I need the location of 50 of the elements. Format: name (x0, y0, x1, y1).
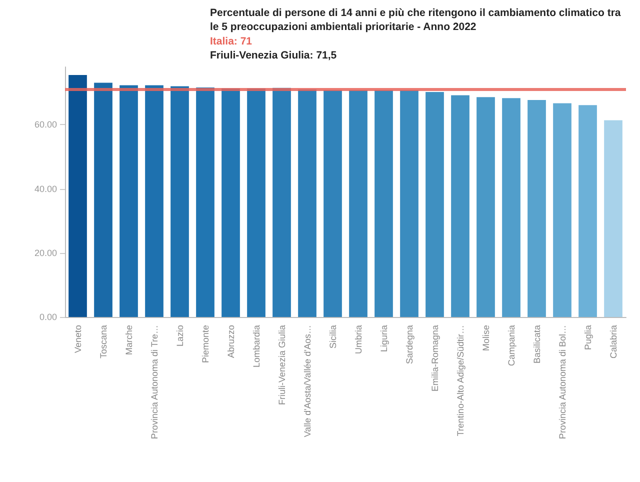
bar (578, 105, 597, 317)
bar (298, 89, 316, 317)
x-tick-label: Valle d'Aosta/Vallée d'Aos… (302, 325, 312, 438)
x-tick-label: Toscana (98, 325, 108, 359)
bar (528, 100, 546, 317)
x-tick-label: Puglia (582, 325, 593, 350)
bar (120, 85, 138, 317)
bar (349, 90, 368, 317)
x-tick-label: Provincia Autonoma di Bol… (557, 325, 568, 440)
bar (222, 88, 240, 317)
x-tick-label: Abruzzo (226, 325, 236, 358)
x-tick-label: Marche (124, 325, 134, 356)
x-tick-label: Calabria (608, 325, 618, 359)
x-tick-label: Sardegna (404, 325, 414, 364)
x-tick-label: Liguria (378, 325, 389, 352)
x-tick-label: Basilicata (532, 325, 542, 364)
x-tick-label: Sicilia (328, 325, 338, 349)
bar (426, 92, 444, 317)
x-tick-label: Campania (506, 325, 516, 366)
x-tick-label: Emilia-Romagna (430, 325, 440, 392)
bar (170, 86, 189, 317)
y-tick-label: 0.00 (39, 312, 57, 322)
bar (247, 88, 266, 317)
bar (68, 75, 87, 317)
y-tick-label: 40.00 (34, 184, 57, 194)
chart-title: Percentuale di persone di 14 anni e più che ritengono il cambiamento climatico tra le 5 preoccupazioni ambientali prioritarie - Anno 2022 (210, 7, 624, 33)
bar (604, 120, 622, 317)
bar (553, 103, 572, 317)
x-tick-label: Lazio (174, 325, 185, 347)
bar (196, 88, 214, 317)
bar (502, 98, 520, 317)
bar (451, 95, 470, 317)
ref-line-label: Italia: 71 (210, 36, 252, 48)
bar (94, 82, 112, 317)
bar (400, 90, 418, 317)
x-tick-label: Friuli-Venezia Giulia (276, 325, 287, 406)
x-tick-label: Veneto (72, 325, 83, 354)
y-tick-label: 60.00 (34, 120, 57, 130)
x-tick-label: Lombardia (251, 325, 262, 368)
x-tick-label: Provincia Autonoma di Tre… (149, 325, 160, 440)
x-tick-label: Piemonte (200, 325, 210, 364)
text: Friuli-Venezia Giulia: 71,5 (210, 50, 337, 62)
bar (476, 97, 495, 317)
x-tick-label: Trentino-Alto Adige/Südtir… (455, 325, 466, 436)
x-tick-label: Molise (480, 325, 491, 352)
bar (374, 90, 393, 317)
bar (324, 90, 342, 317)
y-tick-label: 20.00 (34, 248, 57, 258)
x-tick-label: Umbria (353, 325, 364, 354)
bar (145, 85, 164, 317)
